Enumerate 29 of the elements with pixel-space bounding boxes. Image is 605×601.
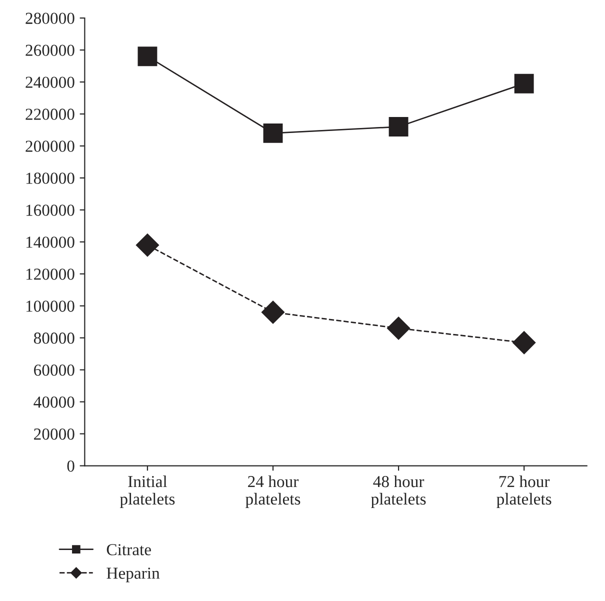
x-tick-label: 48 hour platelets [371, 475, 426, 508]
y-tick-label: 220000 [26, 108, 74, 120]
point [387, 316, 410, 340]
point [136, 234, 159, 257]
point [262, 300, 285, 324]
y-tick-label: 180000 [26, 172, 74, 184]
point [263, 123, 283, 143]
legend-label: Heparin [106, 568, 160, 582]
x-tick-label: Initial platelets [120, 475, 175, 508]
y-tick-label: 280000 [26, 12, 74, 24]
legend-label: Citrate [106, 544, 151, 556]
y-tick-label: 40000 [34, 396, 74, 408]
y-tick-label: 260000 [26, 44, 74, 56]
y-tick-label: 60000 [34, 364, 74, 376]
point [388, 117, 408, 136]
y-tick-label: 20000 [34, 428, 74, 440]
y-tick-label: 160000 [26, 204, 74, 216]
point [514, 74, 534, 94]
y-tick-label: 0 [67, 460, 74, 472]
y-tick-label: 80000 [34, 332, 74, 344]
point [138, 46, 158, 66]
y-tick-label: 120000 [26, 268, 74, 280]
y-tick-label: 240000 [26, 76, 74, 88]
point [512, 331, 536, 354]
x-tick-label: 72 hour platelets [496, 475, 552, 508]
y-tick-label: 200000 [26, 140, 74, 152]
x-tick-label: 24 hour platelets [246, 475, 300, 508]
y-tick-label: 100000 [26, 300, 74, 312]
y-tick-label: 140000 [26, 236, 74, 248]
